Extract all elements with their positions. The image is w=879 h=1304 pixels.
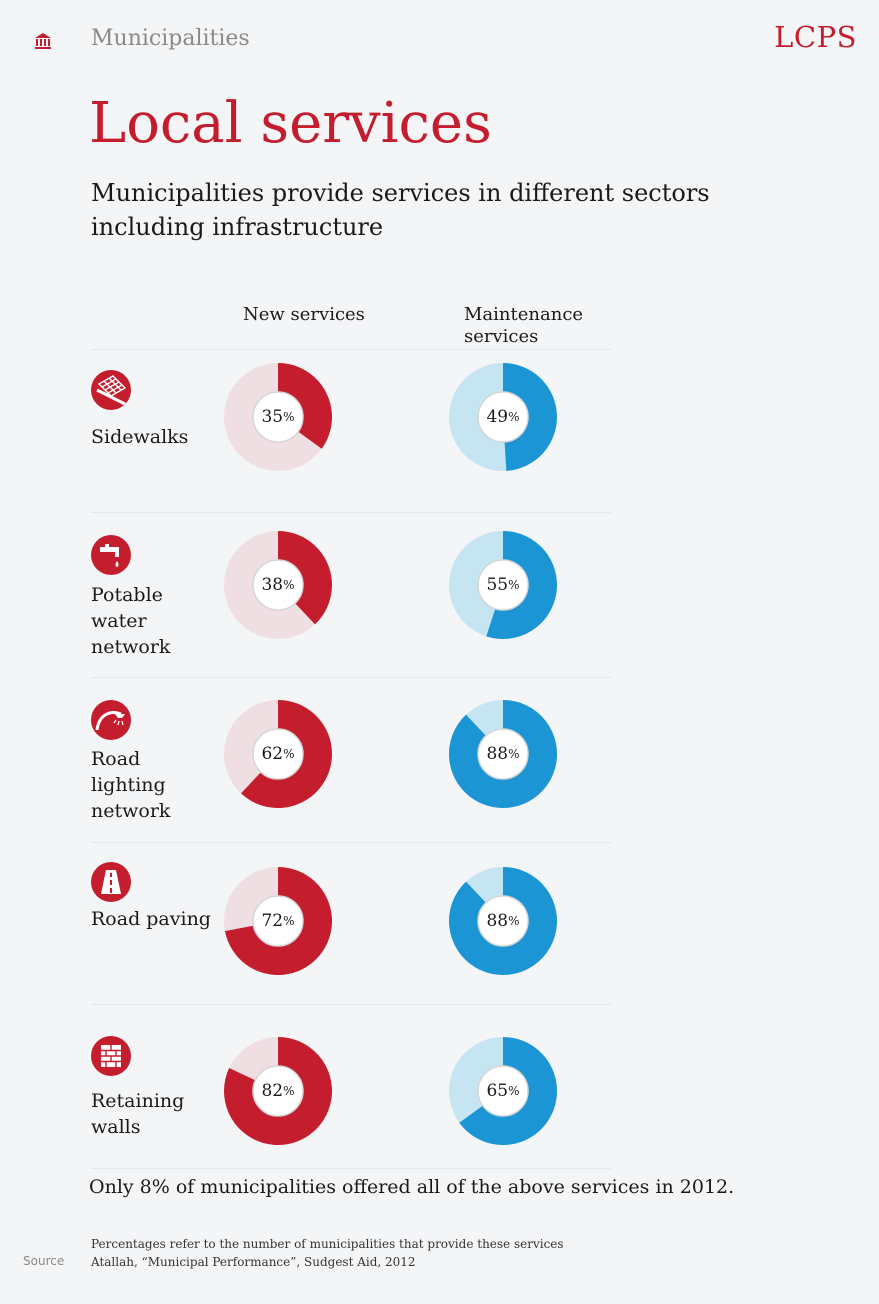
footnote-percentages: Percentages refer to the number of munic… [91,1237,564,1251]
donut-hole [477,895,529,947]
page-title: Local services [89,91,492,156]
donut-hole [252,895,304,947]
donut-new-road-lighting-network: 62% [224,700,333,808]
donut-hole [252,391,304,443]
donut-svg [224,700,333,808]
donut-maintenance-potable-water-network: 55% [449,531,557,639]
summary-note: Only 8% of municipalities offered all of… [89,1176,735,1198]
row-label-road-paving: Road paving [91,908,211,930]
donut-maintenance-retaining-walls: 65% [449,1037,557,1145]
sidewalk-icon [91,370,131,410]
divider [91,1168,611,1169]
donut-value-number: 88 [486,911,509,931]
source-label: Source [23,1254,65,1268]
donut-value-number: 72 [261,911,284,931]
donut-value-unit: % [283,747,295,761]
section-label: Municipalities [91,26,250,51]
donut-svg [224,867,333,975]
divider [91,677,611,678]
column-header-maintenance: Maintenance services [464,304,584,347]
street-lamp-icon [91,700,131,740]
donut-value-label: 65% [449,1037,557,1145]
donut-value-unit: % [283,914,295,928]
donut-maintenance-road-lighting-network: 88% [449,700,558,808]
donut-hole [252,728,304,780]
donut-new-sidewalks: 35% [224,363,333,471]
donut-value-label: 55% [449,531,557,639]
brick-wall-icon [91,1036,131,1076]
donut-slice [278,363,333,449]
donut-svg [449,700,558,808]
donut-maintenance-sidewalks: 49% [449,363,557,471]
donut-svg [224,363,333,471]
donut-value-unit: % [508,1084,520,1098]
donut-value-label: 72% [224,867,332,975]
donut-svg [224,1037,333,1145]
water-tap-icon [91,535,131,575]
donut-hole [477,1065,529,1117]
donut-value-unit: % [508,747,520,761]
donut-value-label: 38% [224,531,332,639]
donut-value-unit: % [283,410,295,424]
donut-value-label: 49% [449,363,557,471]
divider [91,349,611,350]
donut-value-number: 38 [261,575,284,595]
donut-hole [477,559,529,611]
road-icon [91,862,131,902]
footnote-citation: Atallah, “Municipal Performance”, Sudges… [91,1255,416,1269]
donut-value-unit: % [508,914,520,928]
building-icon [35,33,51,49]
row-label-sidewalks: Sidewalks [91,426,189,448]
row-label-potable-water: Potable water network [91,584,171,658]
divider [91,1004,611,1005]
donut-value-label: 35% [224,363,332,471]
donut-svg [449,1037,557,1145]
donut-maintenance-road-paving: 88% [449,867,558,975]
donut-svg [449,531,557,639]
donut-value-number: 49 [486,407,509,427]
donut-value-number: 55 [486,575,509,595]
donut-hole [477,391,529,443]
donut-new-road-paving: 72% [224,867,333,975]
page-subtitle: Municipalities provide services in diffe… [91,179,710,241]
donut-value-unit: % [508,578,520,592]
donut-value-number: 62 [261,744,284,764]
donut-svg [449,867,558,975]
donut-hole [477,728,529,780]
donut-value-number: 65 [486,1081,509,1101]
donut-value-number: 35 [261,407,284,427]
donut-value-unit: % [508,410,520,424]
donut-hole [252,1065,304,1117]
donut-value-number: 88 [486,744,509,764]
row-label-retaining-walls: Retaining walls [91,1090,185,1138]
donut-new-retaining-walls: 82% [224,1037,333,1145]
donut-value-unit: % [283,578,295,592]
row-label-road-lighting: Road lighting network [91,748,171,822]
donut-value-label: 82% [224,1037,332,1145]
donut-value-number: 82 [261,1081,284,1101]
donut-svg [224,531,332,639]
donut-slice [503,363,557,471]
donut-value-label: 88% [449,700,557,808]
column-header-new: New services [243,304,365,325]
donut-value-label: 88% [449,867,557,975]
divider [91,512,611,513]
donut-slice [278,531,332,625]
donut-svg [449,363,557,471]
divider [91,842,611,843]
donut-value-unit: % [283,1084,295,1098]
brand-logo[interactable]: LCPS [774,20,857,54]
donut-value-label: 62% [224,700,332,808]
donut-hole [252,559,304,611]
donut-new-potable-water-network: 38% [224,531,332,639]
